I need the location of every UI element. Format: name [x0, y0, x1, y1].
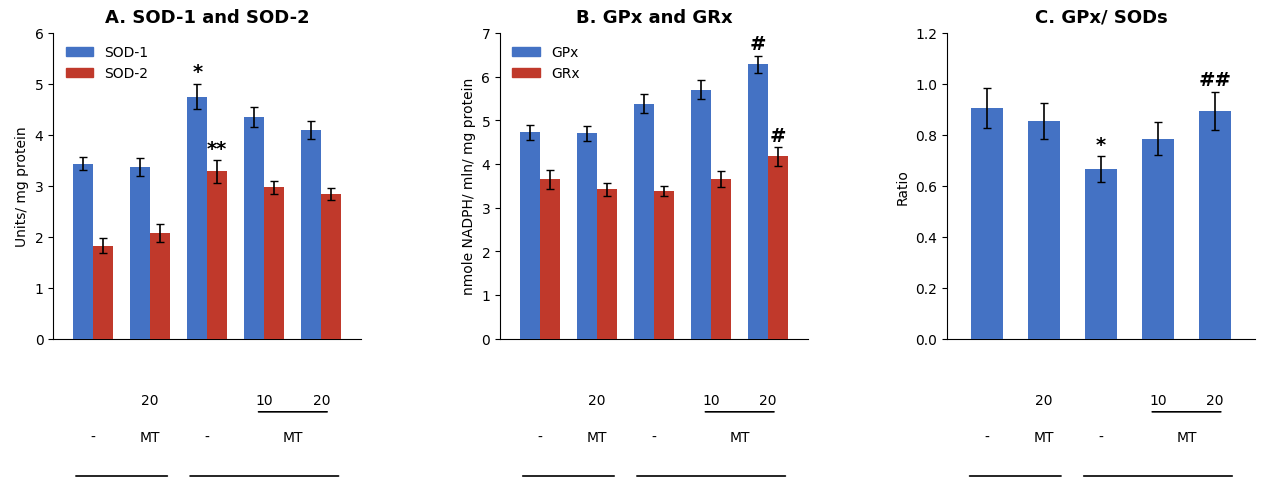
Text: 10: 10 — [702, 393, 720, 408]
Text: -: - — [537, 430, 542, 444]
Bar — [711, 180, 732, 339]
Text: *: * — [192, 63, 202, 82]
Bar — [519, 133, 540, 339]
Bar — [748, 65, 768, 339]
Bar — [1085, 170, 1116, 339]
Text: 20: 20 — [1035, 393, 1053, 408]
Bar — [150, 234, 170, 339]
Text: -: - — [984, 430, 989, 444]
Text: ##: ## — [1199, 71, 1232, 90]
Bar — [1199, 111, 1231, 339]
Text: 20: 20 — [588, 393, 606, 408]
Text: MT: MT — [1034, 430, 1054, 444]
Text: MT: MT — [283, 430, 304, 444]
Text: #: # — [751, 35, 767, 54]
Text: #: # — [770, 126, 786, 145]
Y-axis label: Units/ mg protein: Units/ mg protein — [15, 126, 29, 246]
Title: C. GPx/ SODs: C. GPx/ SODs — [1035, 9, 1167, 27]
Bar — [1027, 121, 1060, 339]
Legend: GPx, GRx: GPx, GRx — [507, 41, 585, 87]
Bar — [187, 97, 207, 339]
Y-axis label: Ratio: Ratio — [895, 168, 909, 204]
Text: 20: 20 — [1206, 393, 1224, 408]
Title: A. SOD-1 and SOD-2: A. SOD-1 and SOD-2 — [105, 9, 310, 27]
Text: MT: MT — [729, 430, 749, 444]
Text: -: - — [204, 430, 210, 444]
Text: 20: 20 — [141, 393, 159, 408]
Bar — [634, 105, 654, 339]
Text: -: - — [1099, 430, 1104, 444]
Bar — [264, 188, 284, 339]
Legend: SOD-1, SOD-2: SOD-1, SOD-2 — [60, 41, 154, 87]
Bar — [131, 167, 150, 339]
Bar — [540, 180, 560, 339]
Text: 20: 20 — [312, 393, 330, 408]
Bar — [597, 190, 617, 339]
Text: -: - — [90, 430, 95, 444]
Y-axis label: nmole NADPH/ mln/ mg protein: nmole NADPH/ mln/ mg protein — [462, 78, 476, 295]
Bar — [1142, 139, 1173, 339]
Text: MT: MT — [587, 430, 607, 444]
Bar — [93, 246, 113, 339]
Bar — [207, 172, 227, 339]
Bar — [321, 195, 342, 339]
Text: MT: MT — [140, 430, 160, 444]
Text: MT: MT — [1176, 430, 1196, 444]
Bar — [768, 157, 789, 339]
Text: *: * — [1096, 136, 1106, 154]
Title: B. GPx and GRx: B. GPx and GRx — [575, 9, 733, 27]
Text: -: - — [652, 430, 657, 444]
Text: 10: 10 — [1149, 393, 1167, 408]
Bar — [577, 134, 597, 339]
Bar — [244, 118, 264, 339]
Bar — [74, 165, 93, 339]
Bar — [691, 91, 711, 339]
Bar — [654, 192, 674, 339]
Bar — [301, 131, 321, 339]
Text: 20: 20 — [759, 393, 777, 408]
Bar — [970, 109, 1003, 339]
Text: **: ** — [207, 139, 227, 158]
Text: 10: 10 — [255, 393, 273, 408]
